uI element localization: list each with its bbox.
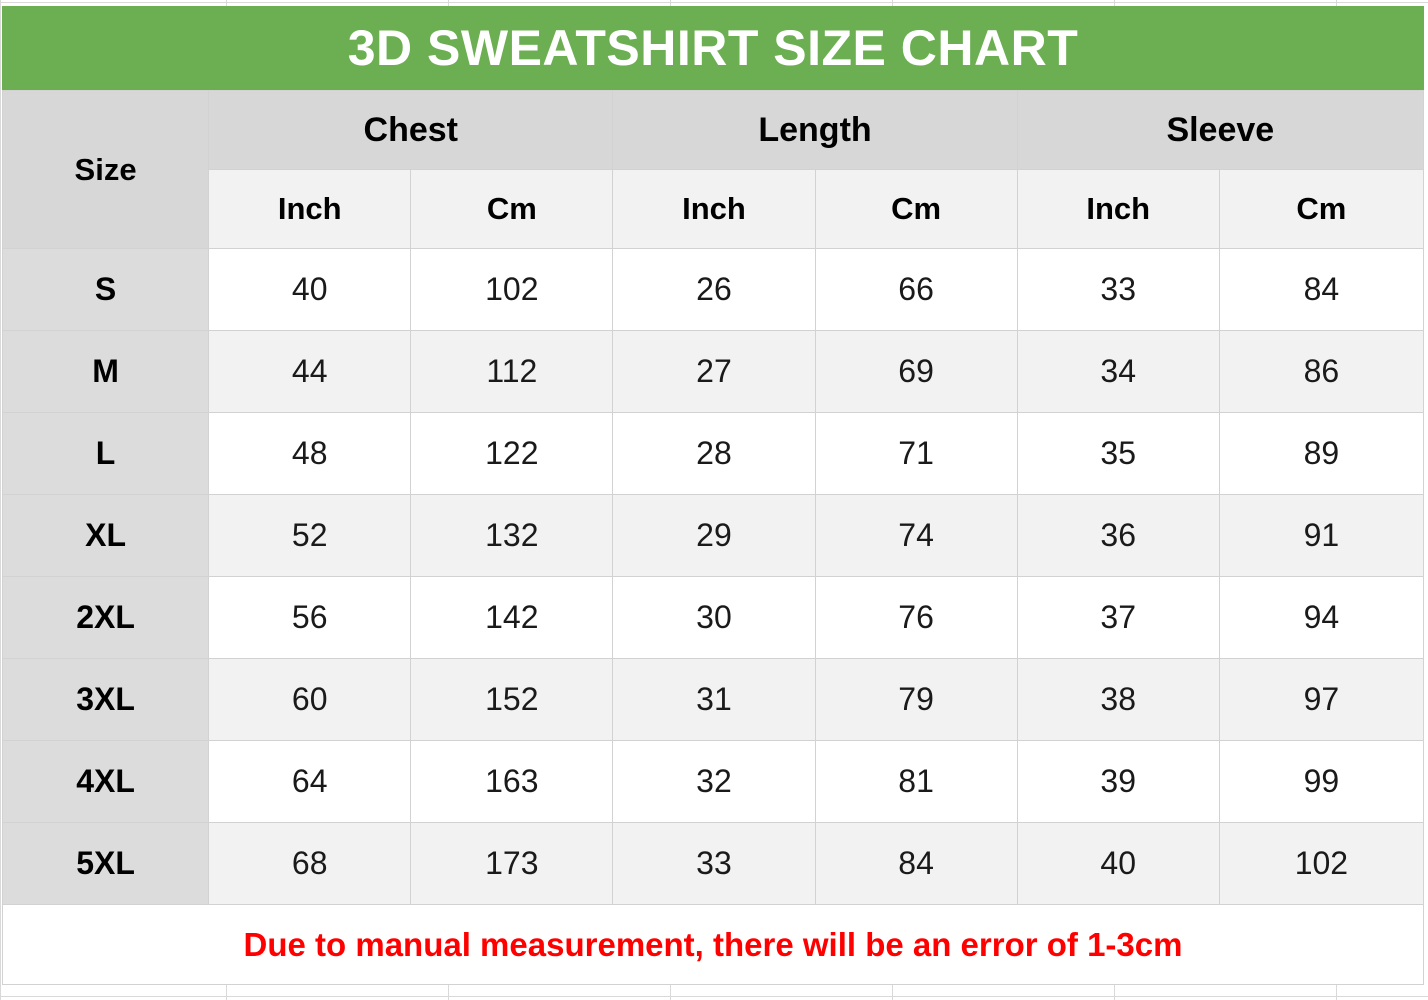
header-row-units: Inch Cm Inch Cm Inch Cm — [3, 169, 1425, 249]
cell-sleeve-inch: 38 — [1016, 658, 1220, 741]
cell-sleeve-cm: 86 — [1218, 330, 1425, 413]
disclaimer-text: Due to manual measurement, there will be… — [243, 925, 1183, 963]
column-header-sleeve-inch: Inch — [1016, 169, 1220, 249]
cell-sleeve-inch: 36 — [1016, 494, 1220, 577]
table-row: 2XL 56 142 30 76 37 94 — [1, 576, 1425, 659]
cell-sleeve-inch: 35 — [1016, 412, 1220, 495]
cell-length-inch: 32 — [612, 740, 816, 823]
cell-length-inch: 28 — [612, 412, 816, 495]
cell-chest-cm: 102 — [410, 248, 614, 331]
size-chart-table: Size Chest Length Sleeve Inch Cm Inch Cm… — [1, 90, 1425, 905]
cell-length-inch: 29 — [612, 494, 816, 577]
cell-chest-cm: 173 — [410, 822, 614, 905]
cell-length-cm: 71 — [814, 412, 1018, 495]
column-group-chest: Chest — [208, 90, 614, 170]
cell-length-cm: 69 — [814, 330, 1018, 413]
cell-sleeve-cm: 91 — [1218, 494, 1425, 577]
cell-length-cm: 66 — [814, 248, 1018, 331]
cell-sleeve-cm: 102 — [1218, 822, 1425, 905]
column-header-chest-cm: Cm — [410, 169, 614, 249]
cell-size: 2XL — [1, 576, 210, 659]
cell-chest-cm: 142 — [410, 576, 614, 659]
cell-size: 5XL — [1, 822, 210, 905]
header-row-groups: Size Chest Length Sleeve — [1, 90, 1425, 249]
cell-sleeve-cm: 94 — [1218, 576, 1425, 659]
cell-length-inch: 33 — [612, 822, 816, 905]
cell-size: XL — [1, 494, 210, 577]
cell-sleeve-inch: 39 — [1016, 740, 1220, 823]
table-row: 5XL 68 173 33 84 40 102 — [1, 822, 1425, 905]
cell-sleeve-inch: 33 — [1016, 248, 1220, 331]
column-header-length-cm: Cm — [814, 169, 1018, 249]
column-header-sleeve-cm: Cm — [1218, 169, 1425, 249]
table-row: M 44 112 27 69 34 86 — [1, 330, 1425, 413]
table-row: XL 52 132 29 74 36 91 — [1, 494, 1425, 577]
cell-sleeve-cm: 99 — [1218, 740, 1425, 823]
cell-length-cm: 79 — [814, 658, 1018, 741]
cell-chest-inch: 56 — [208, 576, 412, 659]
cell-chest-inch: 40 — [208, 248, 412, 331]
cell-chest-cm: 152 — [410, 658, 614, 741]
cell-length-inch: 31 — [612, 658, 816, 741]
cell-sleeve-inch: 37 — [1016, 576, 1220, 659]
column-group-sleeve: Sleeve — [1016, 90, 1425, 170]
cell-chest-cm: 132 — [410, 494, 614, 577]
cell-chest-inch: 64 — [208, 740, 412, 823]
cell-chest-inch: 44 — [208, 330, 412, 413]
cell-size: 3XL — [1, 658, 210, 741]
table-row: 4XL 64 163 32 81 39 99 — [1, 740, 1425, 823]
table-row: L 48 122 28 71 35 89 — [1, 412, 1425, 495]
cell-size: L — [1, 412, 210, 495]
size-chart-sheet: 3D SWEATSHIRT SIZE CHART Size Chest Leng… — [1, 6, 1425, 985]
cell-chest-inch: 52 — [208, 494, 412, 577]
cell-chest-cm: 163 — [410, 740, 614, 823]
cell-sleeve-inch: 34 — [1016, 330, 1220, 413]
column-header-length-inch: Inch — [612, 169, 816, 249]
cell-length-cm: 81 — [814, 740, 1018, 823]
cell-sleeve-cm: 84 — [1218, 248, 1425, 331]
cell-size: M — [1, 330, 210, 413]
cell-chest-cm: 122 — [410, 412, 614, 495]
column-header-size: Size — [1, 90, 210, 249]
cell-length-inch: 26 — [612, 248, 816, 331]
cell-length-cm: 74 — [814, 494, 1018, 577]
cell-chest-cm: 112 — [410, 330, 614, 413]
table-header: Size Chest Length Sleeve Inch Cm Inch Cm… — [1, 90, 1425, 249]
measurement-disclaimer: Due to manual measurement, there will be… — [2, 905, 1424, 985]
column-group-length: Length — [612, 90, 1018, 170]
cell-length-cm: 84 — [814, 822, 1018, 905]
cell-sleeve-cm: 97 — [1218, 658, 1425, 741]
cell-length-cm: 76 — [814, 576, 1018, 659]
cell-sleeve-inch: 40 — [1016, 822, 1220, 905]
cell-size: 4XL — [1, 740, 210, 823]
cell-chest-inch: 68 — [208, 822, 412, 905]
cell-size: S — [1, 248, 210, 331]
table-row: 3XL 60 152 31 79 38 97 — [1, 658, 1425, 741]
cell-sleeve-cm: 89 — [1218, 412, 1425, 495]
table-row: S 40 102 26 66 33 84 — [1, 248, 1425, 331]
chart-title-banner: 3D SWEATSHIRT SIZE CHART — [2, 6, 1424, 90]
page-title: 3D SWEATSHIRT SIZE CHART — [347, 20, 1079, 76]
cell-chest-inch: 60 — [208, 658, 412, 741]
cell-length-inch: 27 — [612, 330, 816, 413]
table-body: S 40 102 26 66 33 84 M 44 112 27 69 34 8… — [1, 248, 1425, 905]
column-header-chest-inch: Inch — [208, 169, 412, 249]
cell-chest-inch: 48 — [208, 412, 412, 495]
cell-length-inch: 30 — [612, 576, 816, 659]
